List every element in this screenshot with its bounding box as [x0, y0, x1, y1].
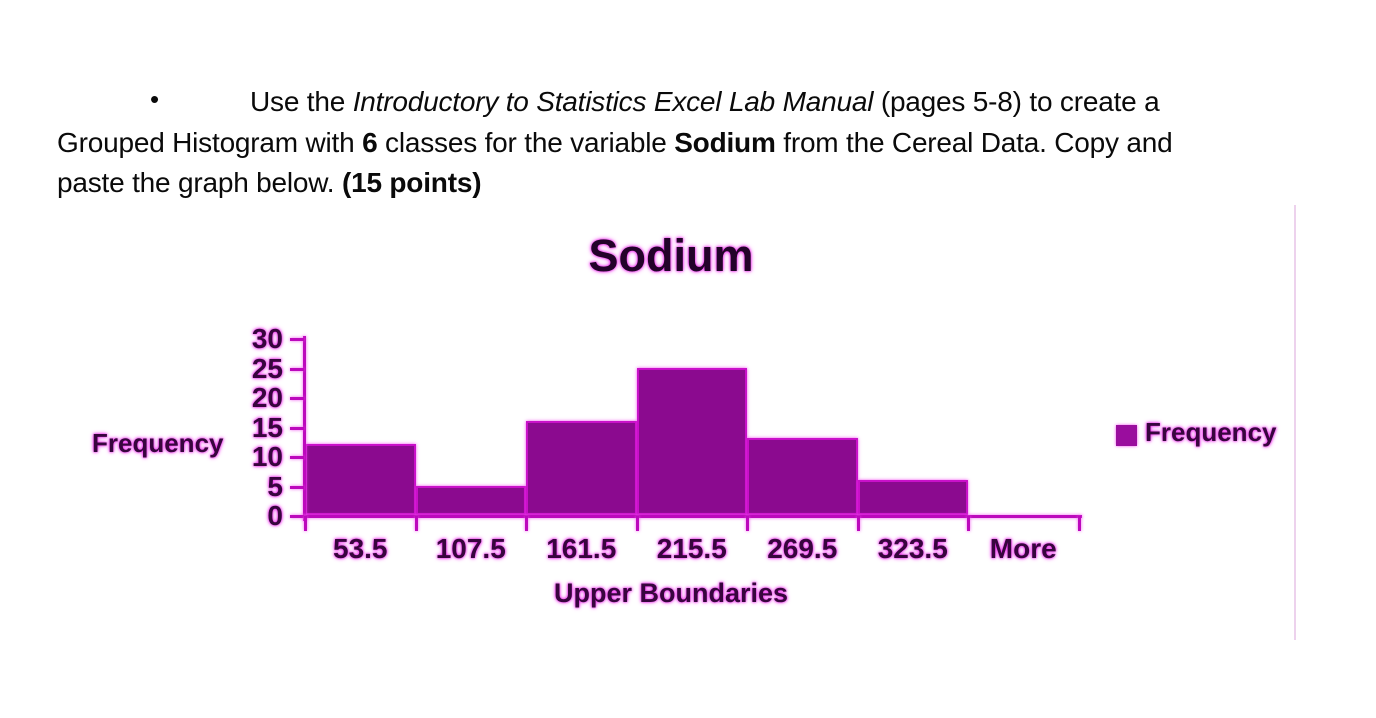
histogram-bar	[415, 485, 526, 515]
instruction-text: from the Cereal Data. Copy and	[775, 127, 1173, 158]
bullet-point: •	[150, 84, 160, 114]
legend-swatch-icon	[1116, 424, 1137, 446]
x-tick-label: 161.5	[546, 533, 617, 564]
y-tick	[290, 485, 304, 489]
x-tick-label: 53.5	[333, 533, 388, 564]
y-tick-label: 20	[251, 382, 283, 413]
instruction-text: (pages 5-8) to create a	[873, 86, 1160, 117]
y-tick	[290, 456, 304, 459]
x-tick-label: 269.5	[767, 533, 838, 564]
y-tick	[290, 338, 304, 341]
instruction-text: Use the	[250, 86, 353, 117]
x-tick	[856, 516, 860, 531]
histogram-bar	[305, 444, 416, 515]
chart-title: Sodium	[588, 230, 754, 281]
x-tick-label: More	[989, 533, 1057, 564]
y-tick	[290, 426, 304, 430]
x-tick	[967, 516, 970, 531]
x-tick	[525, 516, 528, 531]
histogram-bar	[526, 420, 637, 515]
instruction-text-bold: Sodium	[674, 127, 776, 158]
instruction-text-bold: (15 points)	[341, 167, 482, 198]
x-tick	[746, 516, 749, 531]
x-tick-label: 107.5	[435, 533, 506, 564]
y-tick	[290, 515, 304, 518]
x-tick	[414, 516, 418, 531]
y-tick	[290, 397, 304, 400]
chart-border	[1294, 205, 1296, 640]
y-axis-line	[303, 336, 306, 521]
y-tick-label: 10	[251, 441, 283, 472]
instruction-line-2: Grouped Histogram with 6 classes for the…	[57, 127, 1173, 159]
y-tick-label: 15	[251, 411, 283, 443]
x-axis-title: Upper Boundaries	[553, 578, 789, 608]
instruction-line-3: paste the graph below. (15 points)	[57, 167, 482, 199]
instruction-text: paste the graph below.	[57, 167, 342, 198]
instruction-line-1: Use the Introductory to Statistics Excel…	[250, 86, 1160, 118]
x-tick-label: 215.5	[656, 533, 727, 564]
y-tick-label: 30	[251, 323, 283, 354]
x-tick	[1077, 516, 1081, 531]
instruction-text-italic: Introductory to Statistics Excel Lab Man…	[352, 86, 874, 117]
x-axis-line	[303, 515, 1082, 518]
x-tick-label: 323.5	[877, 533, 948, 564]
x-tick	[635, 516, 639, 531]
y-axis-title: Frequency	[92, 428, 224, 458]
y-tick-label: 5	[267, 470, 283, 502]
y-tick-label: 0	[267, 500, 283, 531]
instruction-text-bold: 6	[362, 127, 378, 158]
instruction-text: Grouped Histogram with	[57, 127, 363, 158]
legend-label: Frequency	[1145, 417, 1277, 447]
histogram-bar	[747, 438, 858, 515]
instruction-text: classes for the variable	[377, 127, 675, 158]
histogram-bar	[857, 479, 968, 515]
x-tick	[304, 516, 307, 531]
chart-legend: Frequency	[1116, 417, 1277, 448]
y-tick-label: 25	[251, 352, 283, 384]
histogram-bar	[636, 367, 747, 515]
y-tick	[290, 367, 304, 371]
